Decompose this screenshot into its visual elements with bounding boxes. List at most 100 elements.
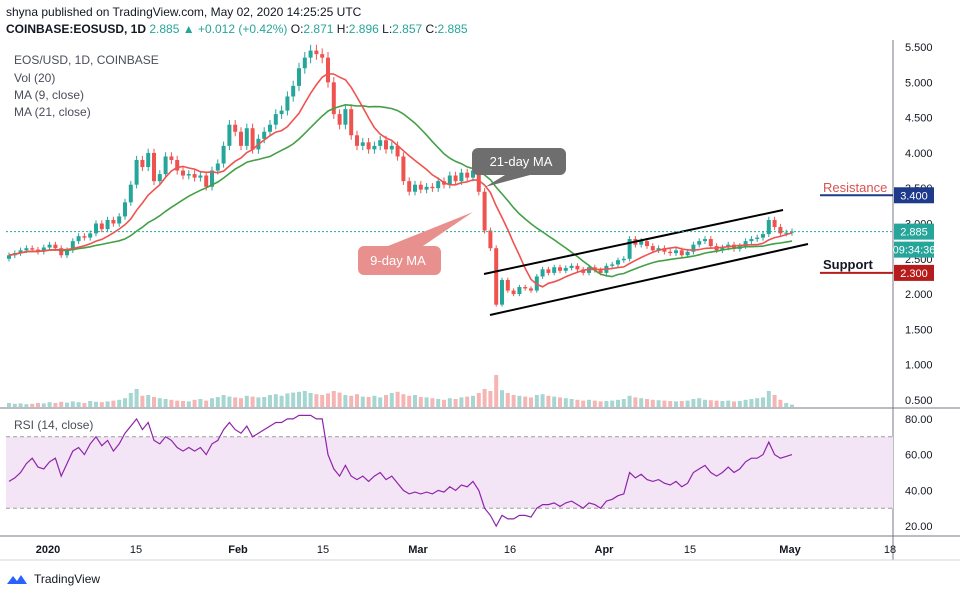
volume-bar xyxy=(326,393,330,407)
volume-bar xyxy=(650,399,655,407)
volume-bar xyxy=(314,394,319,407)
volume-bar xyxy=(476,393,481,407)
volume-bar xyxy=(157,398,162,407)
volume-bar xyxy=(343,395,348,407)
candle-body xyxy=(146,152,151,168)
candle-body xyxy=(575,265,580,270)
candle-body xyxy=(70,241,75,251)
volume-bar xyxy=(227,396,232,407)
volume-bar xyxy=(36,403,40,407)
legend-ma9: MA (9, close) xyxy=(14,88,85,102)
volume-bar xyxy=(181,401,185,407)
candle-body xyxy=(82,236,87,238)
candle-body xyxy=(7,255,11,259)
candle-body xyxy=(610,264,615,266)
volume-bar xyxy=(703,399,707,407)
candle-body xyxy=(221,145,226,164)
candle-body xyxy=(204,175,209,187)
volume-bar xyxy=(523,396,528,407)
candle-body xyxy=(285,96,290,111)
candle-body xyxy=(366,142,371,150)
candle-body xyxy=(558,267,562,271)
price-tick: 5.000 xyxy=(905,77,933,89)
candle-body xyxy=(679,250,684,256)
candle-body xyxy=(152,152,156,182)
candle-body xyxy=(227,124,232,146)
volume-bar xyxy=(766,391,771,407)
ohlc-line: COINBASE:EOSUSD, 1D 2.885 ▲ +0.012 (+0.4… xyxy=(6,22,468,36)
volume-bar xyxy=(7,403,11,407)
volume-bar xyxy=(111,400,116,407)
volume-bar xyxy=(94,401,98,407)
candle-body xyxy=(540,269,545,277)
last-price: 2.885 xyxy=(149,22,180,36)
volume-bar xyxy=(633,397,638,407)
candle-body xyxy=(192,174,197,178)
candle-body xyxy=(772,219,777,228)
candle-body xyxy=(215,163,220,171)
volume-bar xyxy=(65,402,69,407)
candle-body xyxy=(169,156,174,160)
volume-bar xyxy=(105,401,110,407)
current-price-tag: 2.885 xyxy=(900,227,928,239)
volume-bar xyxy=(18,403,23,407)
volume-bar xyxy=(413,395,417,407)
candle-body xyxy=(273,114,278,125)
volume-bar xyxy=(627,395,632,407)
volume-bar xyxy=(639,398,644,407)
volume-bar xyxy=(604,401,609,407)
volume-bar xyxy=(337,392,342,407)
volume-bar xyxy=(262,397,267,407)
volume-bar xyxy=(697,398,702,407)
volume-bar xyxy=(778,399,783,407)
candle-body xyxy=(94,223,98,234)
tradingview-logo[interactable]: TradingView xyxy=(6,572,100,586)
candle-body xyxy=(766,219,771,235)
publish-line: shyna published on TradingView.com, May … xyxy=(6,5,361,19)
candle-body xyxy=(523,287,528,289)
volume-bar xyxy=(82,403,87,407)
volume-bar xyxy=(465,396,470,407)
volume-bar xyxy=(384,395,388,407)
candle-body xyxy=(430,186,435,189)
volume-bar xyxy=(24,404,29,407)
volume-bar xyxy=(88,401,93,407)
candle-body xyxy=(18,250,23,254)
candle-body xyxy=(320,54,325,58)
volume-bar xyxy=(482,389,487,407)
time-tick: May xyxy=(779,544,801,556)
candle-body xyxy=(59,248,64,256)
volume-bar xyxy=(436,399,441,407)
candle-body xyxy=(488,230,493,249)
rsi-tick: 80.00 xyxy=(905,414,933,426)
candle-body xyxy=(117,216,122,224)
candle-body xyxy=(645,241,649,247)
candle-body xyxy=(482,191,487,231)
volume-bar xyxy=(424,397,429,407)
candle-body xyxy=(755,237,760,240)
candle-body xyxy=(401,156,406,182)
volume-bar xyxy=(146,395,151,407)
candle-body xyxy=(163,156,168,175)
candle-body xyxy=(262,131,267,139)
candle-body xyxy=(24,248,29,251)
candle-body xyxy=(308,50,313,58)
candle-body xyxy=(326,57,330,83)
volume-bar xyxy=(488,391,493,407)
candle-body xyxy=(790,231,794,233)
volume-bar xyxy=(505,393,510,407)
volume-bar xyxy=(691,399,696,407)
candle-body xyxy=(761,234,765,238)
volume-bar xyxy=(268,395,272,407)
volume-bar xyxy=(581,400,586,407)
ma21-callout-bg xyxy=(472,148,566,187)
candle-body xyxy=(453,175,458,182)
candle-body xyxy=(656,248,661,251)
volume-bar xyxy=(511,395,516,407)
volume-bar xyxy=(534,395,539,407)
volume-bar xyxy=(453,399,458,407)
candle-body xyxy=(140,159,145,168)
rsi-tick: 40.00 xyxy=(905,485,933,497)
candle-body xyxy=(337,114,342,125)
